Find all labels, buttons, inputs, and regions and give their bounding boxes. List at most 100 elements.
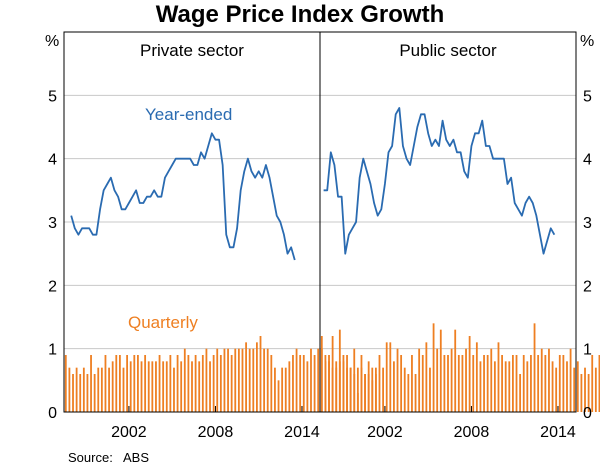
y-tick-label-right: 1 bbox=[583, 342, 592, 359]
quarterly-bar bbox=[418, 348, 421, 412]
quarterly-bar bbox=[349, 367, 352, 412]
quarterly-bar bbox=[457, 355, 460, 412]
quarterly-bar bbox=[158, 355, 161, 412]
quarterly-bar bbox=[493, 361, 496, 412]
quarterly-bar bbox=[216, 348, 219, 412]
y-tick-label-right: 5 bbox=[583, 88, 592, 105]
quarterly-bar bbox=[364, 374, 366, 412]
quarterly-bar bbox=[548, 348, 550, 412]
quarterly-bar bbox=[108, 367, 110, 412]
quarterly-bar bbox=[274, 367, 276, 412]
quarterly-bar bbox=[284, 367, 287, 412]
quarterly-bar bbox=[320, 336, 323, 412]
quarterly-bar bbox=[555, 367, 558, 412]
quarterly-bar bbox=[169, 355, 172, 412]
quarterly-bar bbox=[385, 342, 388, 412]
quarterly-bar bbox=[64, 355, 67, 412]
y-tick-label-right: 2 bbox=[583, 278, 592, 295]
quarterly-bar bbox=[111, 361, 114, 412]
quarterly-bar bbox=[306, 361, 309, 412]
quarterly-bar bbox=[432, 323, 435, 412]
quarterly-bar bbox=[562, 355, 565, 412]
quarterly-bar bbox=[371, 380, 374, 412]
quarterly-bar bbox=[447, 355, 449, 412]
quarterly-bar bbox=[393, 361, 395, 412]
quarterly-bar bbox=[479, 361, 482, 412]
quarterly-bar bbox=[367, 361, 370, 412]
quarterly-bar bbox=[198, 361, 201, 412]
quarterly-bar bbox=[241, 348, 244, 412]
unit-label-right: % bbox=[580, 33, 594, 50]
y-tick-label-right: 3 bbox=[583, 215, 592, 232]
quarterly-bar bbox=[353, 348, 356, 412]
quarterly-bar bbox=[302, 355, 305, 412]
quarterly-bar bbox=[295, 348, 298, 412]
quarterly-bar bbox=[126, 355, 128, 412]
quarterly-bar bbox=[522, 355, 525, 412]
quarterly-bar bbox=[313, 355, 316, 412]
quarterly-bar bbox=[151, 361, 154, 412]
panel-title-public: Public sector bbox=[399, 41, 497, 60]
quarterly-bar bbox=[165, 361, 168, 412]
legend-quarterly: Quarterly bbox=[128, 313, 198, 332]
quarterly-bar bbox=[454, 329, 457, 412]
quarterly-bar bbox=[180, 361, 183, 412]
quarterly-bar bbox=[129, 361, 132, 412]
y-tick-label-left: 4 bbox=[48, 152, 57, 169]
quarterly-bar bbox=[234, 348, 237, 412]
quarterly-bar bbox=[270, 355, 273, 412]
x-tick-label: 2008 bbox=[454, 424, 490, 441]
quarterly-bar bbox=[576, 361, 579, 412]
quarterly-bar bbox=[237, 348, 240, 412]
quarterly-bar bbox=[133, 355, 136, 412]
quarterly-bar bbox=[317, 348, 320, 412]
quarterly-bar bbox=[248, 348, 251, 412]
quarterly-bar bbox=[508, 361, 511, 412]
unit-label-left: % bbox=[45, 33, 59, 50]
x-tick-label: 2014 bbox=[284, 424, 320, 441]
quarterly-bar bbox=[598, 355, 600, 412]
quarterly-bar bbox=[533, 323, 536, 412]
quarterly-bar bbox=[504, 361, 507, 412]
quarterly-bar bbox=[209, 361, 211, 412]
quarterly-bars bbox=[64, 323, 600, 412]
quarterly-bar bbox=[72, 374, 74, 412]
quarterly-bar bbox=[100, 367, 103, 412]
quarterly-bar bbox=[356, 367, 359, 412]
quarterly-bar bbox=[414, 374, 417, 412]
quarterly-bar bbox=[122, 367, 125, 412]
quarterly-bar bbox=[530, 355, 532, 412]
quarterly-bar bbox=[144, 355, 147, 412]
quarterly-bar bbox=[277, 380, 280, 412]
quarterly-bar bbox=[219, 355, 222, 412]
quarterly-bar bbox=[558, 355, 561, 412]
quarterly-bar bbox=[90, 355, 92, 412]
quarterly-bar bbox=[281, 367, 284, 412]
quarterly-bar bbox=[176, 355, 179, 412]
quarterly-bar bbox=[443, 355, 446, 412]
quarterly-bar bbox=[382, 367, 384, 412]
quarterly-bar bbox=[201, 355, 204, 412]
quarterly-bar bbox=[403, 367, 406, 412]
quarterly-bar bbox=[501, 355, 503, 412]
quarterly-bar bbox=[299, 355, 302, 412]
quarterly-bar bbox=[486, 355, 489, 412]
quarterly-bar bbox=[118, 355, 121, 412]
quarterly-bar bbox=[252, 348, 255, 412]
quarterly-bar bbox=[512, 355, 514, 412]
quarterly-bar bbox=[468, 336, 471, 412]
quarterly-bar bbox=[104, 355, 107, 412]
quarterly-bar bbox=[194, 355, 197, 412]
quarterly-bar bbox=[483, 355, 485, 412]
quarterly-bar bbox=[245, 342, 247, 412]
quarterly-bar bbox=[396, 348, 399, 412]
y-tick-label-right: 4 bbox=[583, 152, 592, 169]
x-tick-label: 2002 bbox=[367, 424, 403, 441]
quarterly-bar bbox=[97, 367, 100, 412]
quarterly-bar bbox=[580, 374, 583, 412]
quarterly-bar bbox=[461, 355, 464, 412]
y-tick-label-left: 2 bbox=[48, 278, 57, 295]
quarterly-bar bbox=[425, 342, 428, 412]
quarterly-bar bbox=[356, 393, 359, 412]
